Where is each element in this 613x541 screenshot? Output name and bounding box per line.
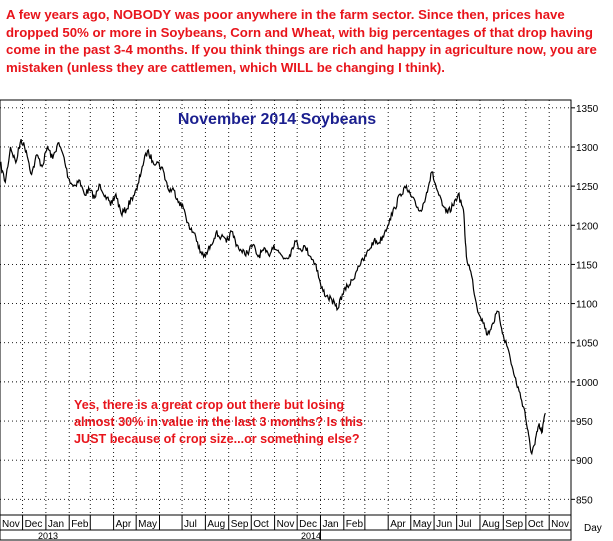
y-tick-label: 1250 — [576, 182, 599, 193]
x-tick-label: Feb — [346, 519, 364, 530]
note-emphasis-nobody: NOBODY — [113, 7, 172, 22]
x-tick-label: Nov — [551, 519, 569, 530]
x-tick-label: May — [413, 519, 432, 530]
x-tick-label: May — [138, 519, 157, 530]
year-band — [0, 529, 572, 541]
x-tick-label: Sep — [505, 519, 523, 530]
top-note: A few years ago, NOBODY was poor anywher… — [6, 6, 606, 76]
y-tick-label: 1000 — [576, 378, 599, 389]
chart-title: November 2014 Soybeans — [178, 111, 376, 128]
note-emphasis-will: WILL — [280, 59, 314, 75]
x-tick-label: Apr — [390, 519, 406, 530]
plot-area — [0, 99, 572, 516]
year-label-2014: 2014 — [301, 531, 321, 541]
x-tick-label: Aug — [482, 519, 500, 530]
x-tick-label: Aug — [207, 519, 225, 530]
y-tick-label: 950 — [576, 417, 593, 428]
note-text-1: A few years ago, — [6, 7, 114, 22]
y-axis: 850 900 950 1000 1050 1100 1150 1200 1250 1300 135… — [571, 104, 599, 506]
y-tick-label: 1200 — [576, 221, 599, 232]
annotation-line-2: almost 30% in value in the last 3 months… — [74, 415, 363, 429]
x-tick-label: Apr — [116, 519, 132, 530]
year-label-2013: 2013 — [38, 531, 58, 541]
x-tick-label: Dec — [299, 519, 317, 530]
y-tick-label: 850 — [576, 495, 593, 506]
series-line — [0, 139, 546, 456]
x-tick-label: Jul — [459, 519, 472, 530]
x-tick-label: Dec — [25, 519, 43, 530]
x-tick-label: Jan — [48, 519, 64, 530]
y-tick-label: 1100 — [576, 300, 598, 311]
x-tick-label: Nov — [2, 519, 20, 530]
y-tick-label: 1050 — [576, 339, 599, 350]
x-tick-label: Feb — [71, 519, 89, 530]
x-tick-label: Sep — [231, 519, 249, 530]
y-tick-label: 1300 — [576, 143, 599, 154]
note-text-3: be changing I think). — [313, 59, 445, 75]
y-tick-label: 1350 — [576, 104, 599, 115]
x-tick-label: Oct — [253, 519, 269, 530]
y-tick-label: 1150 — [576, 260, 598, 271]
x-axis: Nov Dec Jan Feb Apr May Jul Aug Sep Oct Nov Dec Jan F… — [2, 515, 569, 540]
x-tick-label: Jul — [184, 519, 197, 530]
x-tick-label: Jun — [436, 519, 452, 530]
annotation-line-1: Yes, there is a great crop out there but… — [74, 398, 344, 412]
x-axis-unit-label: Day — [584, 523, 602, 534]
y-tick-label: 900 — [576, 456, 593, 467]
x-tick-label: Jan — [322, 519, 338, 530]
x-tick-label: Nov — [277, 519, 295, 530]
x-tick-label: Oct — [528, 519, 544, 530]
annotation-line-3: JUST because of crop size...or something… — [74, 432, 360, 446]
note-text-2: was poor anywhere in the farm sector. Si… — [6, 7, 597, 75]
